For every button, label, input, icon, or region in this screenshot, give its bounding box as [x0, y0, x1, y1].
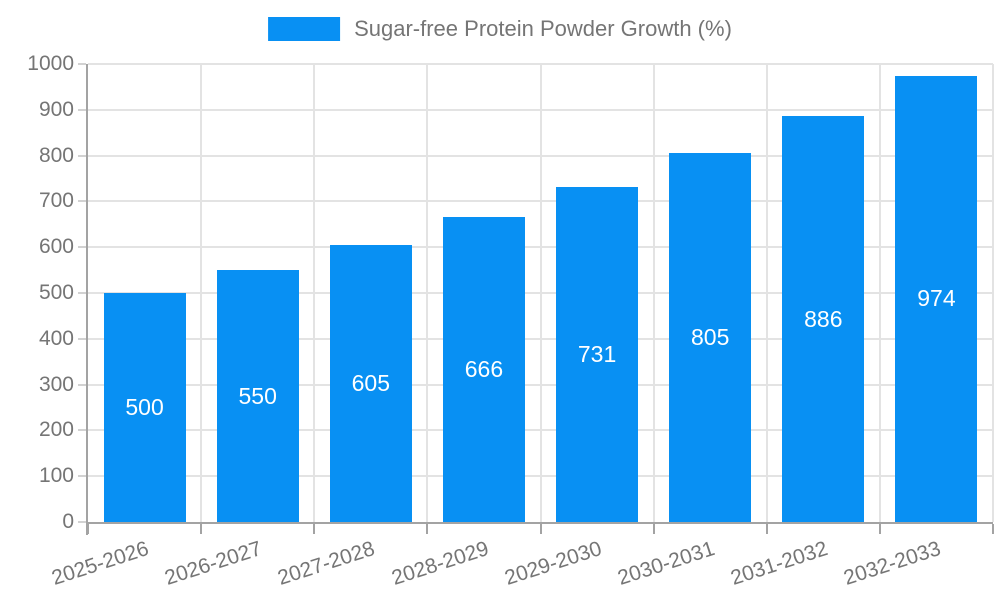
- x-axis-tick: [652, 524, 655, 534]
- y-axis-tick: [78, 108, 86, 111]
- x-axis-category-label: 2029-2030: [501, 537, 605, 590]
- y-axis-tick: [78, 200, 86, 203]
- bar-value-label: 500: [125, 394, 164, 420]
- x-axis-category-label: 2031-2032: [727, 537, 831, 590]
- y-axis-line: [86, 64, 88, 535]
- y-axis-tick-label: 200: [38, 418, 74, 442]
- y-axis-tick: [78, 475, 86, 478]
- y-axis-tick: [78, 292, 86, 294]
- gridline-vertical: [313, 64, 316, 522]
- legend[interactable]: Sugar-free Protein Powder Growth (%): [268, 16, 732, 42]
- x-axis-category-label: 2026-2027: [162, 537, 265, 590]
- gridline-vertical: [539, 64, 542, 522]
- y-axis-tick-label: 500: [38, 281, 74, 304]
- bar-2031-2032[interactable]: 886: [782, 116, 865, 522]
- y-axis-tick-label: 600: [38, 235, 74, 259]
- bar-value-label: 731: [577, 341, 617, 368]
- gridline-vertical: [200, 64, 203, 522]
- y-axis-tick-label: 900: [38, 97, 74, 121]
- x-axis-category-label: 2028-2029: [388, 537, 492, 590]
- y-axis-tick-label: 0: [62, 510, 74, 533]
- x-axis-tick: [765, 524, 768, 534]
- x-axis-tick: [878, 524, 881, 534]
- x-axis-line: [86, 522, 993, 524]
- bar-value-label: 550: [238, 382, 277, 409]
- legend-label: Sugar-free Protein Powder Growth (%): [354, 16, 732, 41]
- x-axis-category-label: 2030-2031: [614, 537, 718, 590]
- x-axis-category-label: 2025-2026: [49, 537, 152, 590]
- y-axis-tick-label: 700: [38, 189, 74, 213]
- gridline-vertical: [878, 64, 881, 522]
- y-axis-tick: [78, 429, 86, 432]
- y-axis-tick-label: 400: [38, 326, 74, 350]
- bar-value-label: 666: [464, 355, 504, 382]
- bar-value-label: 974: [917, 285, 956, 312]
- x-axis-tick: [539, 524, 542, 534]
- y-axis-tick: [78, 63, 86, 65]
- x-axis-tick: [992, 524, 994, 534]
- x-axis-tick: [200, 524, 203, 534]
- x-axis-tick: [426, 524, 429, 534]
- y-axis-tick-label: 100: [38, 464, 74, 488]
- bar-2027-2028[interactable]: 605: [329, 244, 412, 522]
- x-axis-category-label: 2027-2028: [275, 537, 378, 590]
- x-axis-tick: [313, 524, 316, 534]
- y-axis-tick: [78, 383, 86, 386]
- gridline-vertical: [992, 64, 994, 522]
- x-axis-tick: [87, 524, 89, 534]
- x-axis-category-label: 2032-2033: [840, 537, 944, 590]
- bar-2028-2029[interactable]: 666: [442, 216, 525, 522]
- y-axis-tick-label: 1000: [27, 52, 74, 75]
- bar-value-label: 805: [691, 324, 730, 351]
- y-axis-tick: [78, 154, 86, 157]
- bar-2030-2031[interactable]: 805: [669, 153, 752, 522]
- legend-swatch-icon: [268, 17, 341, 41]
- bar-2026-2027[interactable]: 550: [216, 270, 299, 522]
- y-axis-tick: [78, 246, 86, 249]
- gridline-vertical: [426, 64, 429, 522]
- bar-2032-2033[interactable]: 974: [895, 75, 978, 522]
- y-axis-tick: [78, 337, 86, 340]
- y-axis-tick: [78, 521, 86, 523]
- bar-2029-2030[interactable]: 731: [556, 187, 639, 522]
- y-axis-tick-label: 300: [38, 372, 74, 396]
- plot-area: 500 550 605 666 731 805 886 974: [78, 63, 994, 535]
- gridline-vertical: [652, 64, 655, 522]
- gridline-vertical: [765, 64, 768, 522]
- bar-value-label: 605: [351, 369, 390, 396]
- bar-2025-2026[interactable]: 500: [103, 293, 186, 522]
- bar-value-label: 886: [804, 305, 843, 332]
- y-axis-tick-label: 800: [38, 143, 74, 167]
